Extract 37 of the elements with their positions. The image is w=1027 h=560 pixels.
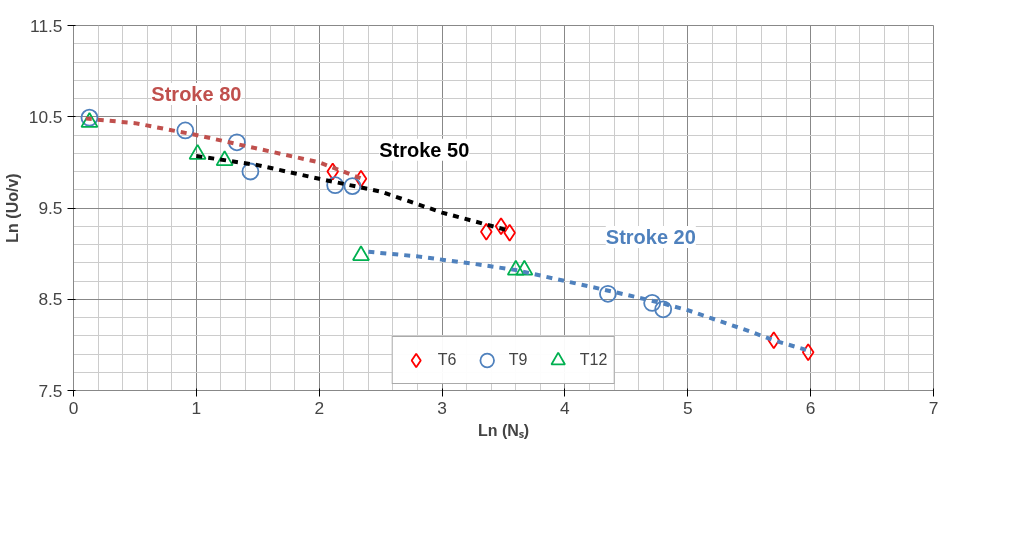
point (643, 294, 662, 312)
point (654, 300, 673, 319)
point (599, 284, 617, 303)
x-tick-label: 3 (437, 397, 447, 418)
point (215, 150, 234, 167)
point (801, 343, 815, 362)
point (176, 121, 195, 140)
y-axis-title: Ln (Uo/v) (3, 173, 21, 243)
y-tick-label: 9.5 (38, 198, 63, 218)
series-label: Stroke 80 (151, 83, 242, 105)
legend-label: T6 (437, 351, 458, 369)
point (241, 162, 260, 181)
legend-label: T12 (579, 351, 608, 369)
x-tick-label: 6 (805, 397, 816, 418)
x-tick-label: 1 (191, 397, 202, 418)
x-tick-label: 4 (560, 397, 571, 418)
legend-label: T9 (508, 351, 529, 369)
text: Stroke 20 (605, 226, 696, 249)
y-tick-label: 10.5 (28, 106, 63, 127)
x-tick-label: 0 (68, 397, 79, 418)
y-tick-label: 11.5 (30, 15, 63, 36)
point (228, 133, 246, 152)
point (80, 108, 99, 127)
y-tick-label: 7.5 (38, 380, 63, 401)
x-tick-label: 7 (928, 397, 939, 418)
y-tick-label: 8.5 (38, 289, 63, 310)
series-label: Stroke 50 (379, 138, 470, 161)
x-tick-label: 2 (314, 397, 325, 418)
point (494, 217, 508, 236)
point (354, 169, 368, 188)
x-axis-title: Ln (Nₛ) (477, 421, 530, 439)
point (188, 144, 207, 160)
point (767, 331, 781, 350)
point (343, 177, 362, 195)
point (80, 112, 99, 128)
x-tick-label: 5 (682, 397, 693, 418)
point (326, 176, 345, 195)
